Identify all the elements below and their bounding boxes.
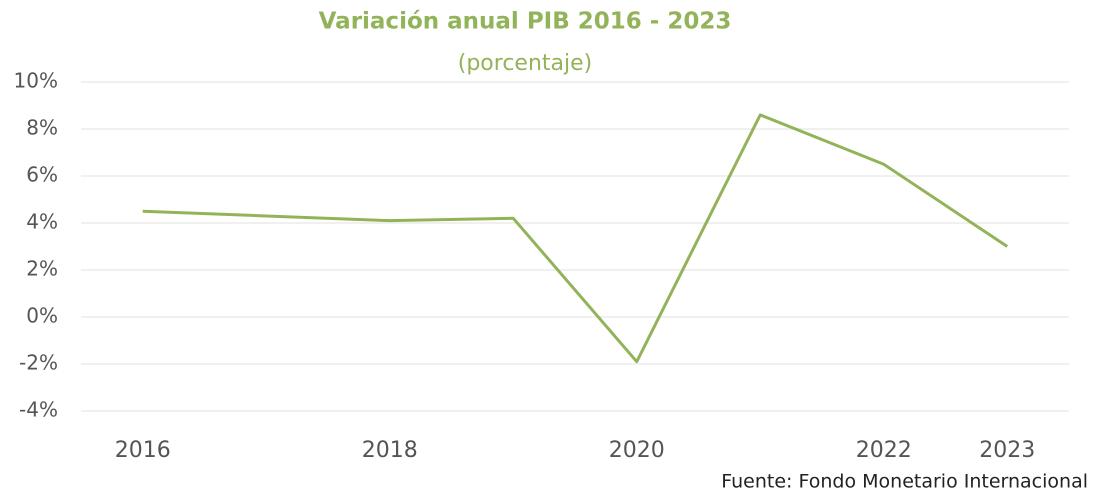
x-tick-label: 2022 [856, 438, 912, 463]
x-tick-label: 2018 [362, 438, 418, 463]
y-tick-label: -4% [19, 398, 58, 422]
x-tick-label: 2020 [609, 438, 665, 463]
y-tick-label: 10% [14, 69, 58, 93]
y-tick-label: 6% [26, 163, 58, 187]
y-tick-label: 8% [26, 116, 58, 140]
source-note: Fuente: Fondo Monetario Internacional [721, 471, 1088, 493]
y-tick-label: 4% [26, 210, 58, 234]
y-tick-label: 2% [26, 257, 58, 281]
data-line [142, 113, 1009, 364]
y-tick-label: 0% [26, 304, 58, 328]
chart-subtitle: (porcentaje) [458, 51, 592, 76]
y-tick-label: -2% [19, 351, 58, 375]
x-tick-label: 2023 [979, 438, 1035, 463]
chart-title: Variación anual PIB 2016 - 2023 [319, 9, 732, 35]
x-tick-label: 2016 [115, 438, 171, 463]
